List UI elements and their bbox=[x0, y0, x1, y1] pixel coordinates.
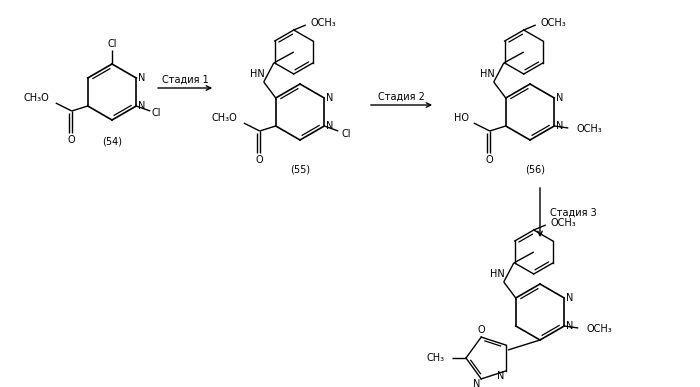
Text: CH₃O: CH₃O bbox=[24, 93, 50, 103]
Text: N: N bbox=[556, 121, 563, 131]
Text: OCH₃: OCH₃ bbox=[541, 18, 566, 28]
Text: O: O bbox=[68, 135, 76, 145]
Text: N: N bbox=[473, 379, 480, 387]
Text: Cl: Cl bbox=[342, 129, 351, 139]
Text: CH₃: CH₃ bbox=[427, 353, 445, 363]
Text: HN: HN bbox=[491, 269, 505, 279]
Text: N: N bbox=[497, 371, 505, 381]
Text: OCH₃: OCH₃ bbox=[551, 218, 577, 228]
Text: O: O bbox=[477, 325, 485, 335]
Text: (56): (56) bbox=[525, 165, 545, 175]
Text: N: N bbox=[138, 101, 145, 111]
Text: CH₃O: CH₃O bbox=[212, 113, 237, 123]
Text: Cl: Cl bbox=[151, 108, 161, 118]
Text: N: N bbox=[138, 73, 145, 83]
Text: N: N bbox=[326, 121, 333, 131]
Text: N: N bbox=[566, 293, 573, 303]
Text: OCH₃: OCH₃ bbox=[311, 18, 337, 28]
Text: Cl: Cl bbox=[107, 39, 117, 49]
Text: N: N bbox=[566, 321, 573, 331]
Text: HO: HO bbox=[454, 113, 469, 123]
Text: OCH₃: OCH₃ bbox=[576, 124, 602, 134]
Text: Стадия 3: Стадия 3 bbox=[550, 207, 596, 217]
Text: HN: HN bbox=[480, 69, 495, 79]
Text: (54): (54) bbox=[102, 137, 122, 147]
Text: N: N bbox=[556, 93, 563, 103]
Text: OCH₃: OCH₃ bbox=[587, 324, 612, 334]
Text: Стадия 1: Стадия 1 bbox=[162, 75, 209, 85]
Text: (55): (55) bbox=[290, 165, 310, 175]
Text: N: N bbox=[326, 93, 333, 103]
Text: Стадия 2: Стадия 2 bbox=[378, 92, 425, 102]
Text: O: O bbox=[256, 155, 264, 165]
Text: O: O bbox=[486, 155, 493, 165]
Text: HN: HN bbox=[251, 69, 265, 79]
